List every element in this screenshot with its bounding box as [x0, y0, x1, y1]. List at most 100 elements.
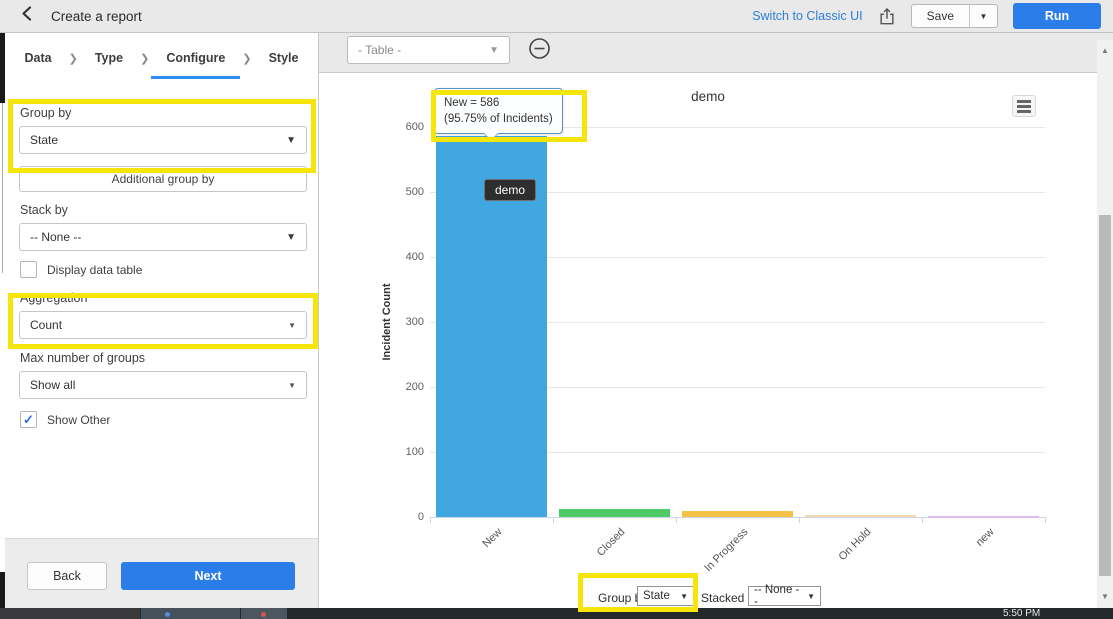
group-by-dropdown[interactable]: State ▼ — [19, 126, 307, 154]
caret-down-icon: ▼ — [680, 591, 688, 601]
caret-down-icon: ▼ — [979, 11, 988, 21]
wizard-breadcrumb: Data ❯ Type ❯ Configure ❯ Style — [5, 51, 318, 79]
x-axis-tick — [430, 517, 431, 523]
caret-down-icon: ▼ — [288, 320, 296, 330]
chart-group-by-select[interactable]: State ▼ — [637, 586, 694, 606]
left-edge-strip — [0, 33, 5, 103]
show-other-checkbox[interactable]: ✓ — [20, 411, 37, 428]
chart-stacked-by-label: Stacked by — [701, 591, 761, 605]
tab-configure[interactable]: Configure — [151, 51, 241, 79]
x-axis-tick — [553, 517, 554, 523]
save-split-button: Save ▼ — [910, 4, 998, 28]
scroll-down-icon[interactable]: ▼ — [1101, 592, 1109, 601]
run-button[interactable]: Run — [1013, 3, 1101, 29]
y-tick-label-200: 200 — [405, 381, 424, 393]
y-tick-label-600: 600 — [405, 121, 424, 133]
tooltip-arrow — [483, 132, 499, 142]
aggregation-value: Count — [30, 318, 63, 332]
switch-to-classic-ui-link[interactable]: Switch to Classic UI — [752, 9, 863, 23]
tooltip-line2: (95.75% of Incidents) — [444, 113, 553, 126]
x-axis-tick — [922, 517, 923, 523]
stack-by-label: Stack by — [20, 203, 68, 217]
save-dropdown-caret[interactable]: ▼ — [970, 5, 997, 27]
bar-on-hold[interactable] — [805, 515, 916, 518]
chevron-right-icon: ❯ — [68, 52, 78, 65]
show-other-label: Show Other — [47, 412, 111, 427]
gridline-400 — [430, 257, 1045, 258]
left-edge-strip-bottom — [0, 572, 5, 608]
caret-down-icon: ▼ — [286, 231, 296, 243]
max-groups-label: Max number of groups — [20, 351, 146, 365]
x-category-label: In Progress — [701, 526, 750, 575]
display-data-table-checkbox[interactable] — [20, 261, 37, 278]
left-edge-line — [2, 103, 3, 273]
report-toolbar: - Table - ▼ — [319, 33, 1113, 73]
gridline-600 — [430, 127, 1045, 128]
aggregation-select[interactable]: Count ▼ — [19, 311, 307, 339]
chart-menu-icon[interactable] — [1012, 95, 1036, 117]
gridline-300 — [430, 322, 1045, 323]
gridline-200 — [430, 387, 1045, 388]
x-axis-line — [430, 517, 1045, 518]
minus-circle-icon[interactable] — [528, 37, 551, 65]
config-sidebar: Data ❯ Type ❯ Configure ❯ Style Group by… — [5, 33, 319, 608]
chart-title: demo — [691, 89, 725, 104]
gridline-100 — [430, 452, 1045, 453]
display-data-table-label: Display data table — [47, 262, 143, 277]
wizard-next-button[interactable]: Next — [121, 562, 295, 590]
tab-type[interactable]: Type — [94, 51, 124, 65]
x-category-label: Closed — [594, 526, 627, 559]
stack-by-dropdown[interactable]: -- None -- ▼ — [19, 223, 307, 251]
sidebar-footer: Back Next — [5, 538, 318, 608]
page-title: Create a report — [51, 8, 142, 24]
chevron-right-icon: ❯ — [242, 52, 252, 65]
tab-data[interactable]: Data — [24, 51, 52, 65]
x-category-label: New — [479, 526, 504, 551]
caret-down-icon: ▼ — [286, 134, 296, 146]
show-other-row: ✓ Show Other — [20, 411, 110, 428]
tab-style[interactable]: Style — [268, 51, 299, 65]
table-selector-value: - Table - — [358, 43, 402, 57]
x-axis-tick — [799, 517, 800, 523]
caret-down-icon: ▼ — [288, 380, 296, 390]
x-axis-tick — [676, 517, 677, 523]
scrollbar-thumb[interactable] — [1099, 215, 1111, 576]
bar-closed[interactable] — [559, 509, 670, 517]
x-category-label: new — [973, 526, 996, 549]
wizard-back-button[interactable]: Back — [27, 562, 107, 590]
back-button[interactable] — [20, 6, 35, 26]
taskbar-app-icon[interactable] — [165, 612, 170, 617]
scroll-up-icon[interactable]: ▲ — [1101, 46, 1109, 55]
chart-stacked-by-value: -- None -- — [754, 584, 800, 608]
max-groups-select[interactable]: Show all ▼ — [19, 371, 307, 399]
max-groups-value: Show all — [30, 378, 76, 392]
chart-canvas: demo Incident Count 0 100 200 300 400 500 600 N… — [319, 73, 1097, 608]
stack-by-value: -- None -- — [30, 230, 82, 244]
taskbar-segment — [141, 608, 240, 619]
gridline-500 — [430, 192, 1045, 193]
vertical-scrollbar[interactable]: ▲ ▼ — [1097, 40, 1113, 608]
chart-group-by-value: State — [643, 590, 670, 602]
series-flag-label: demo — [484, 179, 537, 201]
chart-stacked-by-select[interactable]: -- None -- ▼ — [748, 584, 821, 608]
bar-in-progress[interactable] — [682, 511, 793, 517]
clock: 5:50 PM — [1003, 608, 1041, 619]
caret-down-icon: ▼ — [807, 591, 815, 601]
taskbar-app-icon[interactable] — [261, 612, 266, 617]
bar-new[interactable] — [928, 515, 1039, 518]
table-selector-dropdown[interactable]: - Table - ▼ — [347, 36, 510, 64]
chart-group-by-label: Group by — [598, 591, 648, 605]
chevron-right-icon: ❯ — [140, 52, 150, 65]
share-icon[interactable] — [878, 7, 896, 26]
x-axis-tick — [1045, 517, 1046, 523]
taskbar-segment — [241, 608, 287, 619]
chart-tooltip: New = 586 (95.75% of Incidents) — [434, 88, 563, 142]
y-tick-label-400: 400 — [405, 251, 424, 263]
tooltip-line1: New = 586 — [444, 97, 500, 109]
save-button[interactable]: Save — [912, 5, 970, 27]
y-tick-label-500: 500 — [405, 186, 424, 198]
taskbar-segment — [0, 608, 140, 619]
additional-group-by-button[interactable]: Additional group by — [19, 166, 307, 192]
display-data-table-row: Display data table — [20, 261, 142, 278]
